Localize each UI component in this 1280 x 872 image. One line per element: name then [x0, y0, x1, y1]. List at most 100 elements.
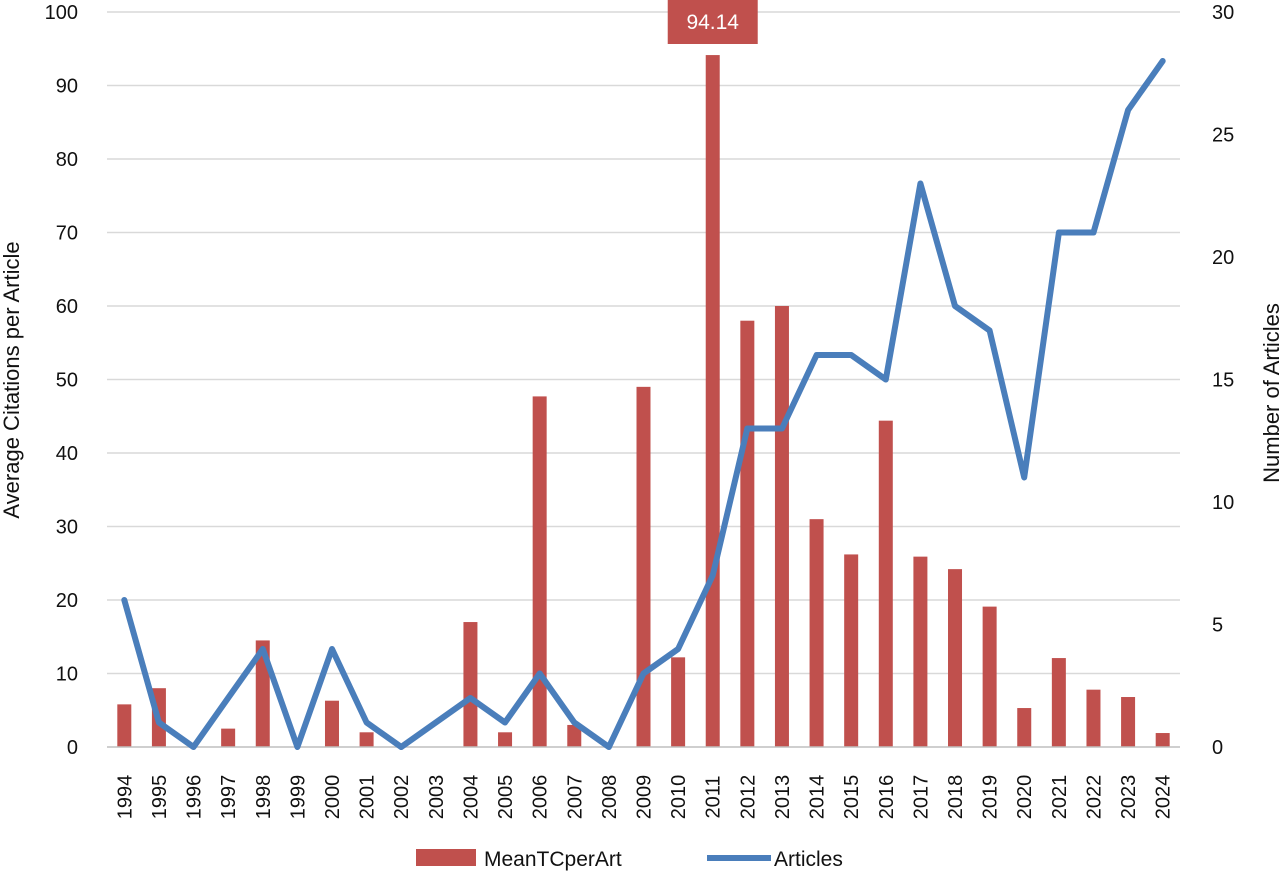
right-axis-title: Number of Articles [1259, 303, 1280, 483]
x-tick-label: 1999 [287, 775, 309, 820]
articles-point-2021 [1058, 232, 1060, 233]
articles-point-2009 [643, 673, 644, 674]
bar-2012 [740, 320, 755, 747]
bar-2018 [948, 569, 963, 747]
left-tick-label: 60 [56, 296, 78, 318]
right-tick-label: 20 [1212, 247, 1234, 269]
bar-1994 [117, 704, 132, 747]
x-tick-label: 2024 [1153, 775, 1175, 820]
x-tick-label: 2019 [980, 775, 1002, 820]
right-tick-label: 15 [1212, 370, 1234, 392]
right-tick-label: 5 [1212, 615, 1223, 637]
bar-2013 [774, 306, 789, 747]
bar-2006 [532, 396, 547, 747]
right-tick-label: 10 [1212, 492, 1234, 514]
articles-point-2002 [400, 746, 402, 748]
left-tick-label: 80 [56, 149, 78, 171]
bar-2022 [1086, 689, 1101, 747]
x-tick-label: 2016 [876, 775, 898, 820]
x-tick-label: 2001 [357, 775, 379, 820]
x-tick-label: 1996 [184, 775, 206, 820]
articles-point-2003 [435, 722, 437, 723]
bar-2019 [982, 606, 997, 747]
articles-point-2008 [608, 746, 610, 748]
x-tick-label: 2005 [495, 775, 517, 820]
x-tick-label: 2004 [460, 775, 482, 820]
left-tick-label: 50 [56, 370, 78, 392]
bar-2017 [913, 556, 928, 747]
x-tick-label: 2007 [564, 775, 586, 820]
legend-label-bars: MeanTCperArt [484, 848, 622, 871]
peak-annotation: 94.14 [667, 0, 758, 44]
x-tick-label: 2020 [1014, 775, 1036, 820]
bar-1997 [221, 728, 236, 747]
articles-point-1994 [123, 599, 125, 601]
articles-point-2015 [850, 354, 852, 356]
articles-point-2014 [816, 354, 818, 356]
left-tick-label: 70 [56, 223, 78, 245]
x-tick-label: 2018 [945, 775, 967, 820]
x-tick-label: 1998 [253, 775, 275, 820]
articles-point-2013 [781, 428, 783, 429]
bar-2010 [671, 657, 686, 747]
x-tick-label: 2008 [599, 775, 621, 820]
articles-point-1996 [193, 746, 195, 748]
bar-2016 [878, 420, 893, 747]
bar-2023 [1121, 697, 1136, 747]
articles-point-1999 [296, 746, 298, 748]
articles-point-2020 [1023, 477, 1025, 478]
articles-point-2001 [366, 722, 368, 723]
articles-point-2022 [1092, 232, 1094, 233]
bar-2009 [636, 386, 651, 747]
bar-2015 [844, 554, 859, 747]
articles-point-2017 [919, 183, 921, 184]
articles-point-2011 [712, 575, 714, 576]
x-tick-label: 2006 [530, 775, 552, 820]
articles-point-2007 [573, 722, 575, 723]
left-tick-label: 30 [56, 517, 78, 539]
x-tick-label: 2021 [1049, 775, 1071, 820]
legend: MeanTCperArt Articles [416, 848, 843, 871]
x-tick-label: 2002 [391, 775, 413, 820]
bar-2020 [1017, 708, 1032, 747]
bar-series-meantcperart [117, 55, 1170, 748]
articles-point-2005 [504, 722, 506, 723]
articles-point-1997 [227, 697, 229, 699]
x-tick-label: 1994 [114, 775, 136, 820]
line-series-articles [121, 58, 1166, 750]
right-tick-label: 25 [1212, 125, 1234, 147]
bar-2014 [809, 519, 824, 747]
articles-point-2016 [885, 379, 887, 380]
x-tick-label: 2023 [1118, 775, 1140, 820]
bar-2000 [324, 700, 339, 747]
x-tick-label: 2015 [841, 775, 863, 820]
articles-point-2024 [1162, 60, 1164, 62]
right-tick-label: 30 [1212, 2, 1234, 24]
left-axis-ticks: 0 10 20 30 40 50 60 70 80 90 100 [45, 2, 78, 759]
bar-2011 [705, 55, 720, 748]
peak-annotation-label: 94.14 [686, 11, 739, 34]
x-tick-label: 2010 [668, 775, 690, 820]
articles-point-2006 [539, 673, 541, 674]
legend-label-line: Articles [774, 848, 843, 871]
x-tick-label: 2012 [737, 775, 759, 820]
articles-point-2023 [1127, 109, 1129, 111]
peak-annotation-box [667, 0, 758, 44]
bar-2004 [463, 622, 478, 747]
legend-swatch-bars [416, 849, 476, 866]
articles-point-2018 [954, 305, 956, 307]
x-tick-label: 1997 [218, 775, 240, 820]
x-axis-ticks: 1994 1995 1996 1997 1998 1999 2000 2001 2002 2003… [114, 775, 1174, 820]
x-tick-label: 1995 [149, 775, 171, 820]
x-tick-label: 2013 [772, 775, 794, 820]
x-tick-label: 2003 [426, 775, 448, 820]
bar-2024 [1155, 733, 1170, 747]
articles-point-2000 [331, 648, 333, 650]
bar-2001 [359, 732, 374, 747]
articles-point-2012 [746, 428, 748, 429]
right-axis-ticks: 0 5 10 15 20 25 30 [1212, 2, 1234, 759]
left-axis-title: Average Citations per Article [0, 241, 24, 518]
left-tick-label: 90 [56, 76, 78, 98]
x-tick-label: 2014 [807, 775, 829, 820]
articles-point-1998 [262, 648, 264, 650]
